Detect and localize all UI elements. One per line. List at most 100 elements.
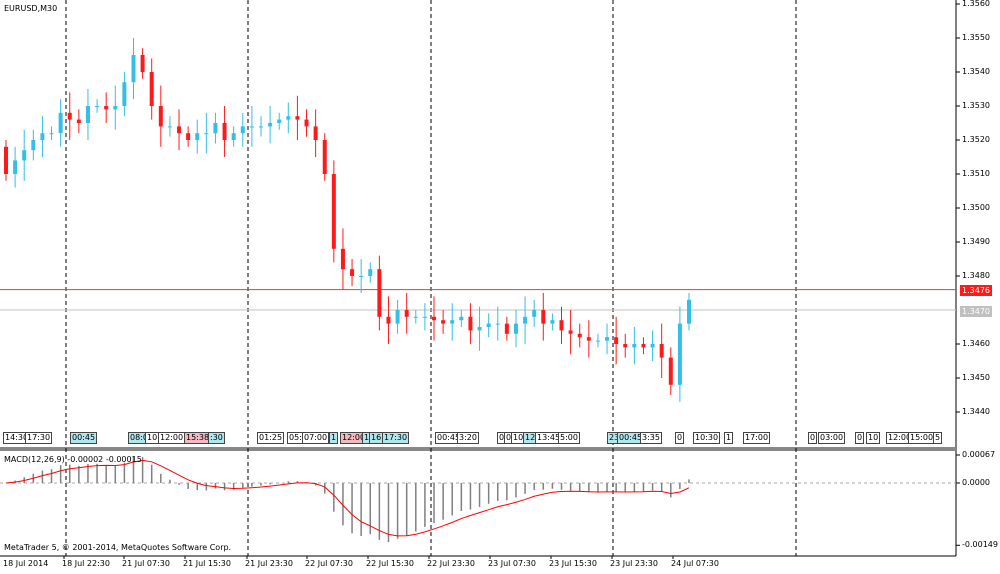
candle-body	[623, 344, 628, 348]
candle-body	[486, 323, 491, 327]
candle-body	[468, 316, 473, 331]
macd-tick-label: -0.00149	[962, 540, 998, 550]
candle-body	[104, 106, 109, 110]
event-marker[interactable]: 3:20	[457, 432, 479, 444]
time-tick-label: 23 Jul 23:30	[610, 559, 658, 568]
candle-body	[122, 82, 127, 106]
event-marker[interactable]: 5:00	[558, 432, 580, 444]
price-tick-label: 1.3560	[962, 0, 990, 8]
candle-body	[67, 112, 72, 120]
event-marker[interactable]: 16	[369, 432, 384, 444]
candle-body	[340, 248, 345, 270]
candle-body	[386, 316, 391, 324]
event-marker[interactable]: :30	[208, 432, 225, 444]
candle-body	[149, 72, 154, 106]
event-marker[interactable]: 0	[675, 432, 685, 444]
event-marker[interactable]: 1	[724, 432, 734, 444]
candle-body	[177, 126, 182, 134]
candle-body	[668, 357, 673, 385]
event-marker[interactable]: 01:25	[257, 432, 285, 444]
candle-body	[550, 320, 555, 324]
event-marker[interactable]: 0	[808, 432, 818, 444]
bid-price-label: 1.3476	[960, 285, 992, 296]
candle-body	[577, 333, 582, 338]
candle-body	[586, 337, 591, 341]
candle-body	[131, 55, 136, 83]
candle-body	[31, 140, 36, 151]
candle-body	[167, 126, 172, 128]
candle-body	[504, 323, 509, 334]
event-marker[interactable]: 0	[855, 432, 865, 444]
candle-body	[614, 337, 619, 344]
event-marker[interactable]: 12:00	[886, 432, 914, 444]
time-tick-label: 22 Jul 23:30	[427, 559, 475, 568]
event-marker[interactable]: 12:00	[158, 432, 186, 444]
candle-body	[541, 310, 546, 324]
event-marker[interactable]: 10	[866, 432, 881, 444]
candle-body	[359, 276, 364, 277]
time-tick-label: 24 Jul 07:30	[671, 559, 719, 568]
event-marker[interactable]: 05:	[287, 432, 304, 444]
event-marker[interactable]: 00:45	[435, 432, 463, 444]
candle-body	[186, 133, 191, 140]
candle-body	[231, 133, 236, 140]
price-tick-label: 1.3510	[962, 169, 990, 178]
candle-body	[687, 299, 691, 324]
candle-body	[140, 55, 145, 72]
event-marker[interactable]: 15:38	[184, 432, 212, 444]
price-tick-label: 1.3480	[962, 271, 990, 280]
candle-body	[377, 269, 382, 317]
pane-separator	[0, 447, 956, 451]
candle-body	[495, 323, 500, 325]
ask-price-label: 1.3470	[960, 306, 992, 317]
event-marker[interactable]: 17:00	[743, 432, 771, 444]
candle-body	[158, 106, 163, 127]
price-tick-label: 1.3530	[962, 101, 990, 110]
candle-body	[404, 310, 409, 317]
copyright-text: MetaTrader 5, © 2001-2014, MetaQuotes So…	[4, 543, 232, 552]
time-tick-label: 23 Jul 15:30	[549, 559, 597, 568]
candle-body	[240, 126, 245, 134]
candle-body	[595, 340, 600, 342]
candle-body	[95, 106, 100, 107]
candle-body	[659, 344, 664, 358]
event-marker[interactable]: 17:30	[25, 432, 53, 444]
candle-body	[422, 316, 427, 318]
event-marker[interactable]: 03:00	[818, 432, 846, 444]
price-tick-label: 1.3520	[962, 135, 990, 144]
candle-body	[40, 133, 45, 140]
time-tick-label: 18 Jul 2014	[3, 559, 49, 568]
candle-body	[350, 269, 355, 276]
candle-body	[432, 316, 437, 321]
candle-body	[632, 344, 637, 348]
candle-body	[441, 320, 446, 324]
time-tick-label: 22 Jul 07:30	[305, 559, 353, 568]
event-marker[interactable]: 10:30	[693, 432, 721, 444]
candle-body	[286, 116, 291, 120]
candle-body	[650, 344, 655, 348]
event-marker[interactable]: 1	[329, 432, 339, 444]
candle-body	[477, 327, 482, 331]
candle-body	[368, 269, 373, 276]
event-marker[interactable]: 5	[933, 432, 943, 444]
macd-tick-label: 0.0000	[962, 478, 990, 487]
candle-body	[459, 316, 464, 321]
candle-body	[113, 106, 118, 110]
candle-body	[523, 316, 528, 324]
candle-body	[568, 330, 573, 334]
event-marker[interactable]: 00:45	[70, 432, 98, 444]
event-marker[interactable]: 07:00	[302, 432, 330, 444]
candle-body	[213, 123, 218, 134]
macd-tick-label: 0.00067	[962, 450, 996, 459]
event-marker[interactable]: 3:35	[640, 432, 662, 444]
candle-body	[313, 126, 318, 140]
price-tick-label: 1.3460	[962, 339, 990, 348]
candle-body	[513, 323, 518, 334]
event-marker[interactable]: 15:00	[908, 432, 936, 444]
event-marker[interactable]: 17:30	[382, 432, 410, 444]
time-tick-label: 23 Jul 07:30	[488, 559, 536, 568]
price-tick-label: 1.3550	[962, 33, 990, 42]
price-tick-label: 1.3440	[962, 407, 990, 416]
